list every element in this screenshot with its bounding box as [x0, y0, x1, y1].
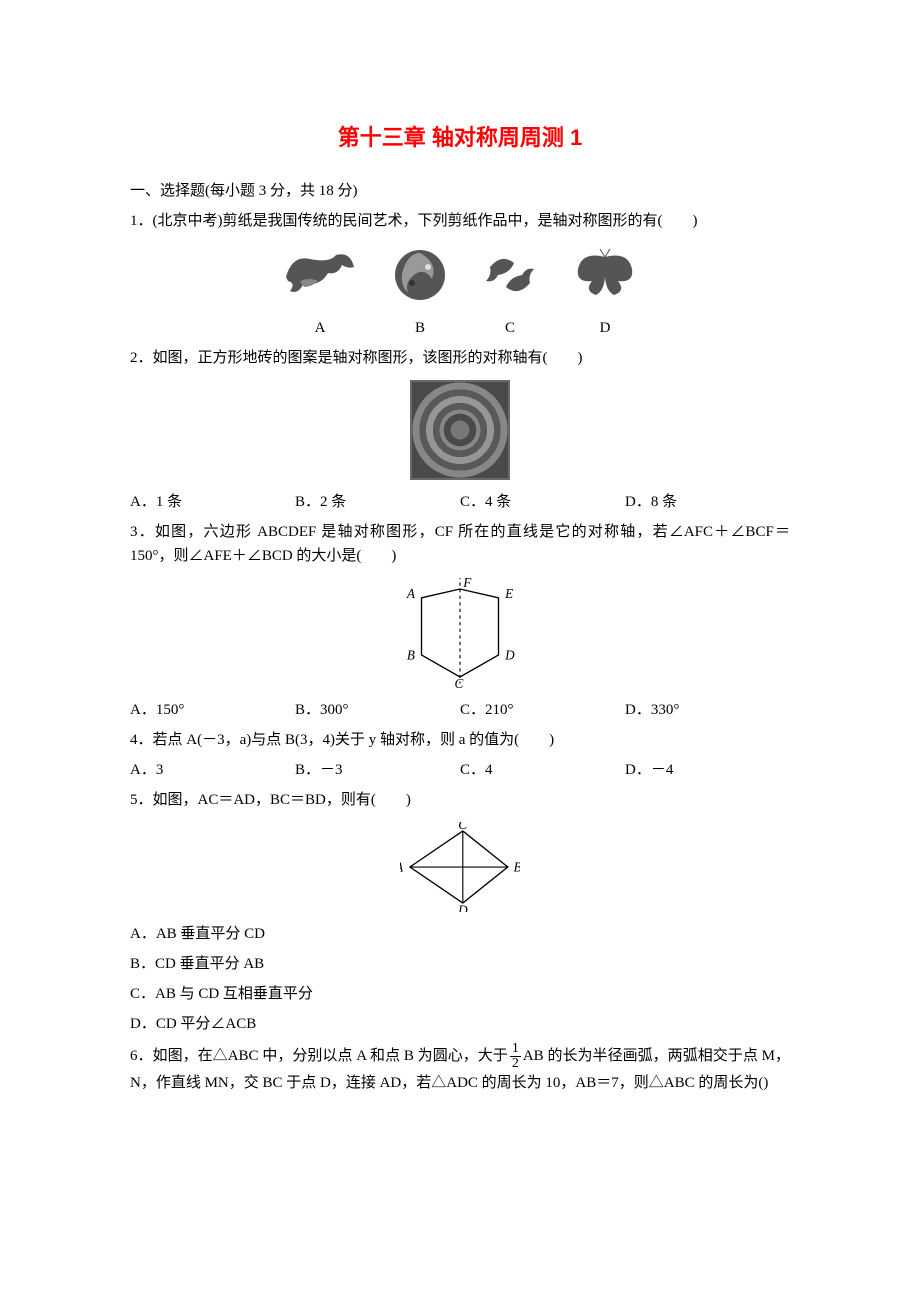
q4-option-d: D．－4	[625, 758, 790, 782]
q1-image-c-cell: C	[480, 247, 540, 340]
q5-option-c: C．AB 与 CD 互相垂直平分	[130, 982, 790, 1006]
q1-image-b-circle-icon	[390, 247, 450, 302]
q5-label-B: B	[513, 860, 520, 875]
q5-figure: A C B D	[130, 822, 790, 912]
q2-option-d: D．8 条	[625, 490, 790, 514]
q6-stem-p1: 6．如图，在△ABC 中，分别以点 A 和点 B 为圆心，大于	[130, 1048, 508, 1064]
q3-option-c: C．210°	[460, 698, 625, 722]
q1-label-c: C	[480, 316, 540, 340]
q2-option-a: A．1 条	[130, 490, 295, 514]
q4-option-a: A．3	[130, 758, 295, 782]
q1-label-a: A	[280, 316, 360, 340]
q1-image-a-cell: A	[280, 247, 360, 340]
q2-option-b: B．2 条	[295, 490, 460, 514]
q1-image-d-cell: D	[570, 247, 640, 340]
q3-hexagon-diagram: A F E D C B	[395, 578, 525, 688]
section-heading: 一、选择题(每小题 3 分，共 18 分)	[130, 179, 790, 203]
q3-label-F: F	[462, 578, 472, 590]
q5-stem: 5．如图，AC＝AD，BC＝BD，则有( )	[130, 788, 790, 812]
q3-label-D: D	[504, 648, 515, 663]
page-title: 第十三章 轴对称周周测 1	[130, 120, 790, 155]
q1-image-a-dragon-icon	[280, 247, 360, 302]
q2-figure	[130, 380, 790, 480]
q3-option-a: A．150°	[130, 698, 295, 722]
q3-option-b: B．300°	[295, 698, 460, 722]
q5-option-a: A．AB 垂直平分 CD	[130, 922, 790, 946]
q4-option-b: B．－3	[295, 758, 460, 782]
q2-tile-image	[410, 380, 510, 480]
q5-option-d: D．CD 平分∠ACB	[130, 1012, 790, 1036]
q3-label-A: A	[406, 586, 416, 601]
q3-stem: 3．如图，六边形 ABCDEF 是轴对称图形，CF 所在的直线是它的对称轴，若∠…	[130, 520, 790, 568]
q1-image-c-fish-icon	[480, 247, 540, 302]
q1-stem: 1．(北京中考)剪纸是我国传统的民间艺术，下列剪纸作品中，是轴对称图形的有( )	[130, 209, 790, 233]
q6-fraction: 12	[510, 1042, 521, 1071]
q1-label-b: B	[390, 316, 450, 340]
q3-label-B: B	[407, 648, 415, 663]
q1-images-row: A B C D	[130, 247, 790, 340]
q3-option-d: D．330°	[625, 698, 790, 722]
q6-stem: 6．如图，在△ABC 中，分别以点 A 和点 B 为圆心，大于12AB 的长为半…	[130, 1042, 790, 1095]
q5-label-C: C	[458, 822, 468, 832]
q2-options: A．1 条 B．2 条 C．4 条 D．8 条	[130, 490, 790, 514]
q6-frac-den: 2	[510, 1057, 521, 1071]
page: 第十三章 轴对称周周测 1 一、选择题(每小题 3 分，共 18 分) 1．(北…	[0, 0, 920, 1141]
q5-kite-diagram: A C B D	[400, 822, 520, 912]
q2-option-c: C．4 条	[460, 490, 625, 514]
q4-option-c: C．4	[460, 758, 625, 782]
q1-image-d-butterfly-icon	[570, 247, 640, 302]
q1-image-b-cell: B	[390, 247, 450, 340]
q3-label-C: C	[455, 676, 464, 688]
q5-label-A: A	[400, 860, 404, 875]
q3-options: A．150° B．300° C．210° D．330°	[130, 698, 790, 722]
q5-label-D: D	[457, 902, 468, 912]
q3-label-E: E	[504, 586, 513, 601]
q2-stem: 2．如图，正方形地砖的图案是轴对称图形，该图形的对称轴有( )	[130, 346, 790, 370]
q4-options: A．3 B．－3 C．4 D．－4	[130, 758, 790, 782]
q1-label-d: D	[570, 316, 640, 340]
q3-figure: A F E D C B	[130, 578, 790, 688]
q4-stem: 4．若点 A(－3，a)与点 B(3，4)关于 y 轴对称，则 a 的值为( )	[130, 728, 790, 752]
q5-option-b: B．CD 垂直平分 AB	[130, 952, 790, 976]
q6-frac-num: 1	[510, 1042, 521, 1057]
